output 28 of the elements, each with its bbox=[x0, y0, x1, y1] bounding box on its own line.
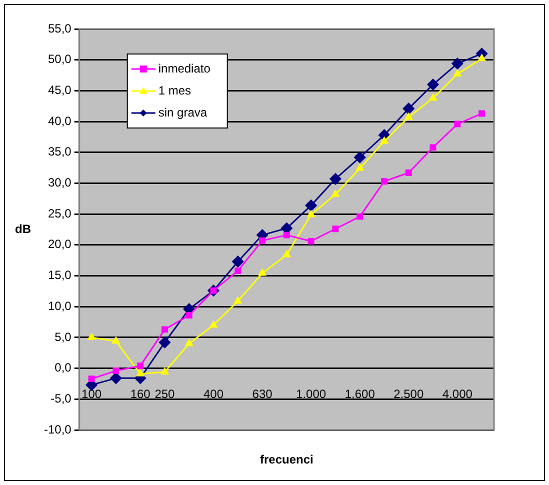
x-tick-label: 1.000 bbox=[296, 386, 326, 401]
y-tick-label: -5,0 bbox=[50, 391, 72, 406]
y-tick-label: 35,0 bbox=[48, 144, 72, 159]
y-tick-label: 50,0 bbox=[48, 52, 72, 66]
y-tick-label: 30,0 bbox=[48, 176, 72, 190]
x-tick-label: 4.000 bbox=[442, 386, 473, 401]
x-tick-label: 250 bbox=[154, 386, 176, 401]
y-tick-label: 55,0 bbox=[48, 21, 72, 36]
legend-label: 1 mes bbox=[158, 83, 192, 98]
x-tick-label: 160 bbox=[130, 386, 151, 401]
legend-label: inmediato bbox=[158, 61, 211, 76]
y-tick-label: 15,0 bbox=[48, 268, 72, 282]
y-tick-label: 20,0 bbox=[48, 237, 72, 252]
y-tick-label: 0,0 bbox=[54, 360, 72, 375]
x-tick-label: 1.600 bbox=[344, 386, 376, 401]
x-tick-label: 400 bbox=[203, 386, 224, 401]
x-tick-label: 630 bbox=[252, 386, 273, 401]
legend-label: sin grava bbox=[158, 105, 208, 120]
y-tick-label: 40,0 bbox=[48, 114, 72, 128]
y-tick-label: 5,0 bbox=[54, 330, 72, 344]
y-tick-label: 45,0 bbox=[48, 83, 72, 98]
x-tick-label: 2.500 bbox=[394, 386, 424, 401]
y-tick-label: -10,0 bbox=[44, 422, 72, 436]
y-tick-label: 25,0 bbox=[48, 206, 72, 220]
x-tick-label: 100 bbox=[82, 386, 102, 401]
x-axis-title: frecuenci bbox=[260, 452, 314, 466]
y-tick-label: 10,0 bbox=[48, 298, 72, 313]
y-axis-title: dB bbox=[15, 222, 32, 236]
